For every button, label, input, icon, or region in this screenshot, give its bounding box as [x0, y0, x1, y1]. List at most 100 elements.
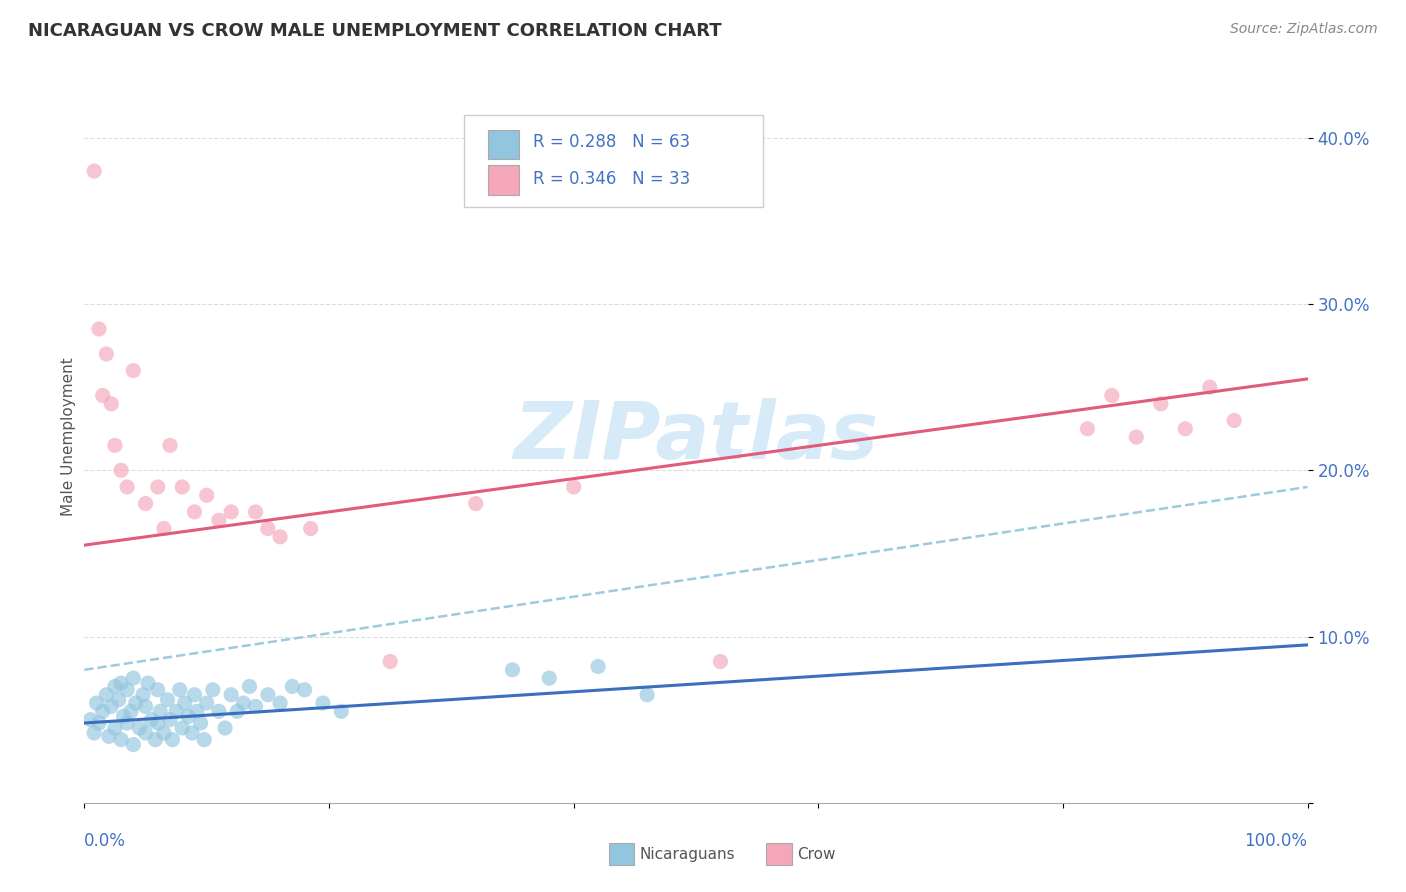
Text: 0.0%: 0.0% [84, 832, 127, 850]
Point [177, 709, 200, 723]
Point [165, 705, 187, 719]
Point [83, 164, 105, 178]
Text: Source: ZipAtlas.com: Source: ZipAtlas.com [1230, 22, 1378, 37]
Point [281, 680, 304, 694]
Point [193, 732, 215, 747]
Point [83, 726, 105, 740]
Point [153, 726, 176, 740]
Point [232, 696, 254, 710]
Text: Nicaraguans: Nicaraguans [640, 847, 735, 862]
Bar [488, 130, 519, 160]
Text: R = 0.288   N = 63: R = 0.288 N = 63 [533, 134, 690, 152]
Point [112, 709, 135, 723]
Point [162, 732, 184, 747]
Point [132, 688, 155, 702]
Point [1174, 422, 1197, 436]
Point [219, 505, 242, 519]
Point [269, 696, 291, 710]
Point [183, 688, 205, 702]
Point [100, 397, 122, 411]
Point [172, 721, 194, 735]
Text: R = 0.346   N = 33: R = 0.346 N = 33 [533, 170, 690, 188]
Point [636, 688, 658, 702]
Point [141, 713, 163, 727]
Point [91, 705, 114, 719]
Point [153, 521, 176, 535]
Text: Crow: Crow [797, 847, 835, 862]
Text: ZIPatlas: ZIPatlas [513, 398, 879, 476]
Point [538, 671, 561, 685]
Point [257, 688, 280, 702]
Point [238, 680, 260, 694]
Point [173, 696, 195, 710]
Point [104, 721, 127, 735]
Point [159, 438, 181, 452]
Point [110, 463, 132, 477]
Point [110, 732, 132, 747]
Point [87, 716, 110, 731]
Point [208, 513, 231, 527]
Point [299, 521, 322, 535]
Point [104, 680, 127, 694]
Point [562, 480, 585, 494]
Point [330, 705, 353, 719]
Point [312, 696, 335, 710]
Point [115, 480, 138, 494]
Point [181, 726, 204, 740]
Point [128, 721, 150, 735]
Point [1101, 388, 1123, 402]
Point [195, 696, 218, 710]
Point [586, 659, 609, 673]
Point [245, 505, 267, 519]
Point [100, 699, 122, 714]
Point [136, 676, 159, 690]
Point [122, 738, 145, 752]
FancyBboxPatch shape [464, 115, 763, 207]
Point [380, 655, 402, 669]
Point [183, 505, 205, 519]
Point [146, 480, 169, 494]
Point [172, 480, 194, 494]
Point [195, 488, 218, 502]
Point [156, 692, 179, 706]
Point [294, 682, 316, 697]
Bar [488, 165, 519, 194]
Point [245, 699, 267, 714]
Point [226, 705, 249, 719]
Point [146, 716, 169, 731]
Point [87, 322, 110, 336]
Point [120, 705, 142, 719]
Point [257, 521, 280, 535]
Point [269, 530, 291, 544]
Point [149, 705, 172, 719]
Point [1223, 413, 1246, 427]
Point [219, 688, 242, 702]
Point [107, 692, 129, 706]
Point [97, 729, 120, 743]
Point [104, 438, 127, 452]
Point [96, 688, 118, 702]
Point [115, 716, 138, 731]
Point [96, 347, 118, 361]
Point [709, 655, 731, 669]
Point [186, 705, 208, 719]
Point [1076, 422, 1098, 436]
Point [159, 713, 181, 727]
Point [122, 363, 145, 377]
Point [122, 671, 145, 685]
Point [135, 497, 157, 511]
Point [79, 713, 101, 727]
Point [1198, 380, 1220, 394]
Text: NICARAGUAN VS CROW MALE UNEMPLOYMENT CORRELATION CHART: NICARAGUAN VS CROW MALE UNEMPLOYMENT COR… [28, 22, 721, 40]
Point [201, 682, 224, 697]
Point [146, 682, 169, 697]
Point [208, 705, 231, 719]
Point [1150, 397, 1173, 411]
Point [502, 663, 524, 677]
Point [135, 726, 157, 740]
Point [110, 676, 132, 690]
Point [169, 682, 191, 697]
Point [91, 388, 114, 402]
Point [86, 696, 108, 710]
Point [464, 497, 486, 511]
